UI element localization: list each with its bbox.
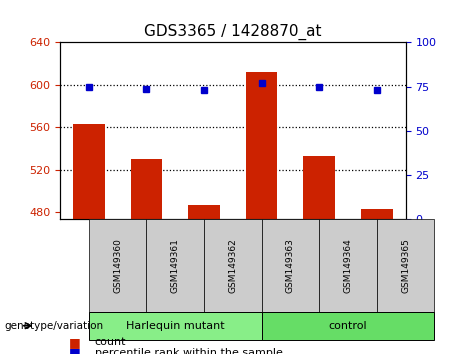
Bar: [361, 209, 393, 219]
Bar: [188, 205, 220, 219]
Text: percentile rank within the sample: percentile rank within the sample: [95, 348, 283, 354]
Bar: [130, 159, 162, 219]
Text: count: count: [95, 337, 126, 347]
Text: control: control: [329, 321, 367, 331]
Text: ■: ■: [69, 347, 81, 354]
Bar: [303, 156, 335, 219]
Title: GDS3365 / 1428870_at: GDS3365 / 1428870_at: [144, 23, 322, 40]
Bar: [246, 72, 278, 219]
Text: GSM149361: GSM149361: [171, 238, 180, 293]
Text: Harlequin mutant: Harlequin mutant: [126, 321, 225, 331]
Text: GSM149362: GSM149362: [228, 238, 237, 293]
Text: genotype/variation: genotype/variation: [5, 321, 104, 331]
Bar: [73, 124, 105, 219]
Text: GSM149363: GSM149363: [286, 238, 295, 293]
Text: GSM149365: GSM149365: [401, 238, 410, 293]
Text: GSM149364: GSM149364: [343, 238, 353, 293]
Text: ■: ■: [69, 336, 81, 349]
Text: GSM149360: GSM149360: [113, 238, 122, 293]
